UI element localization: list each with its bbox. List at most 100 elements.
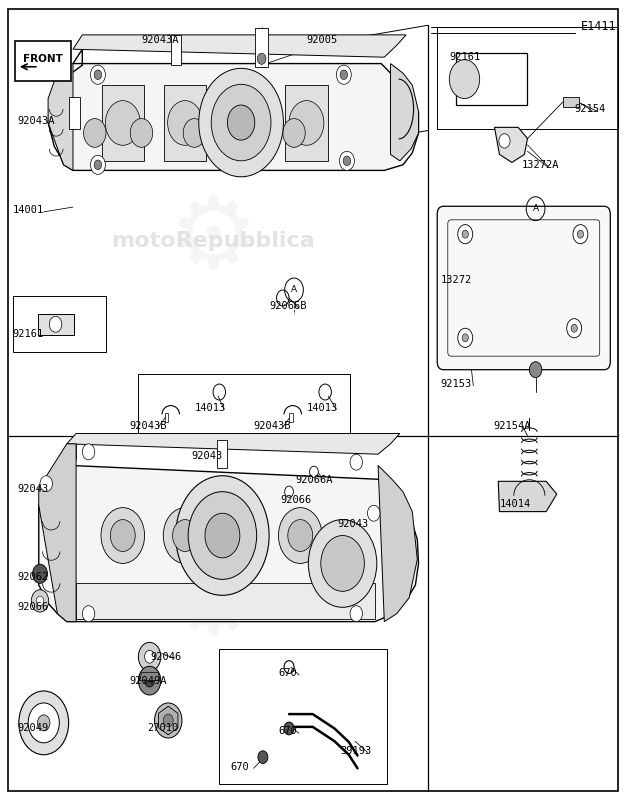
Circle shape — [458, 328, 473, 347]
Circle shape — [50, 316, 62, 332]
Bar — [218, 440, 228, 468]
Circle shape — [154, 703, 182, 738]
Bar — [255, 29, 268, 66]
Circle shape — [499, 134, 510, 148]
Text: 92062: 92062 — [17, 572, 48, 582]
Circle shape — [219, 508, 263, 563]
Circle shape — [172, 519, 198, 551]
Circle shape — [285, 486, 293, 498]
Text: 92043A: 92043A — [142, 34, 179, 45]
Circle shape — [350, 454, 362, 470]
Circle shape — [567, 318, 582, 338]
Polygon shape — [39, 444, 419, 622]
Text: 92043: 92043 — [337, 518, 369, 529]
Text: 92043B: 92043B — [253, 421, 291, 430]
Circle shape — [205, 514, 240, 558]
Circle shape — [450, 60, 480, 98]
FancyBboxPatch shape — [15, 42, 71, 81]
Circle shape — [145, 650, 154, 663]
Circle shape — [36, 596, 44, 606]
Text: 13272: 13272 — [440, 275, 472, 286]
Text: motoRepubblica: motoRepubblica — [111, 598, 315, 618]
Text: 92154A: 92154A — [493, 421, 530, 430]
Circle shape — [462, 334, 468, 342]
Circle shape — [339, 151, 354, 170]
Polygon shape — [495, 127, 527, 162]
Circle shape — [40, 476, 53, 492]
Polygon shape — [66, 434, 400, 454]
Text: E1411: E1411 — [581, 21, 616, 34]
Bar — [171, 35, 181, 65]
Polygon shape — [76, 583, 375, 619]
Text: 27010: 27010 — [148, 723, 179, 734]
Text: 13272A: 13272A — [521, 160, 559, 170]
Circle shape — [258, 750, 268, 763]
Text: 92066B: 92066B — [269, 301, 307, 311]
Circle shape — [308, 519, 377, 607]
Text: 92161: 92161 — [13, 329, 44, 339]
Text: A: A — [532, 204, 539, 213]
Bar — [164, 85, 206, 161]
Polygon shape — [378, 466, 418, 622]
Bar — [285, 85, 328, 161]
Circle shape — [94, 160, 102, 170]
Circle shape — [145, 674, 154, 687]
Circle shape — [38, 715, 50, 731]
Circle shape — [183, 118, 206, 147]
Circle shape — [458, 225, 473, 244]
Circle shape — [257, 54, 266, 64]
Text: 92049: 92049 — [17, 723, 48, 734]
Circle shape — [82, 444, 95, 460]
Polygon shape — [48, 63, 73, 170]
Circle shape — [343, 156, 350, 166]
Circle shape — [167, 101, 203, 146]
Polygon shape — [73, 35, 406, 57]
Text: 92066A: 92066A — [295, 474, 333, 485]
Circle shape — [229, 519, 253, 551]
Text: 670: 670 — [278, 726, 297, 736]
Bar — [102, 85, 144, 161]
Text: 92043: 92043 — [191, 451, 223, 461]
Circle shape — [83, 118, 106, 147]
Circle shape — [139, 666, 161, 695]
Bar — [139, 374, 350, 434]
Circle shape — [110, 519, 135, 551]
Circle shape — [90, 155, 105, 174]
Circle shape — [163, 508, 207, 563]
Circle shape — [211, 84, 271, 161]
Text: ⚙: ⚙ — [168, 192, 258, 289]
Circle shape — [90, 65, 105, 84]
Circle shape — [33, 564, 48, 583]
Polygon shape — [498, 482, 557, 512]
Circle shape — [188, 492, 256, 579]
Circle shape — [577, 230, 584, 238]
Text: 670: 670 — [231, 762, 250, 772]
Bar — [219, 649, 387, 784]
Circle shape — [310, 466, 319, 478]
Text: 92049A: 92049A — [129, 676, 167, 686]
Circle shape — [340, 70, 347, 79]
Circle shape — [571, 324, 577, 332]
Text: 39193: 39193 — [340, 746, 372, 756]
Text: FRONT: FRONT — [23, 54, 63, 64]
Circle shape — [289, 101, 324, 146]
Text: 92153: 92153 — [440, 379, 472, 389]
Circle shape — [233, 118, 255, 147]
Text: 14014: 14014 — [500, 498, 530, 509]
Text: 14013: 14013 — [307, 403, 338, 413]
Text: 92043: 92043 — [17, 484, 48, 494]
Circle shape — [130, 118, 153, 147]
Circle shape — [462, 230, 468, 238]
FancyBboxPatch shape — [437, 206, 610, 370]
Circle shape — [288, 519, 313, 551]
Circle shape — [82, 606, 95, 622]
Circle shape — [336, 65, 351, 84]
Circle shape — [31, 590, 49, 612]
Circle shape — [350, 606, 362, 622]
Circle shape — [367, 506, 380, 521]
Bar — [68, 97, 80, 129]
Text: 92046: 92046 — [151, 652, 182, 662]
Circle shape — [28, 703, 60, 743]
Polygon shape — [140, 673, 160, 681]
Circle shape — [284, 722, 294, 735]
